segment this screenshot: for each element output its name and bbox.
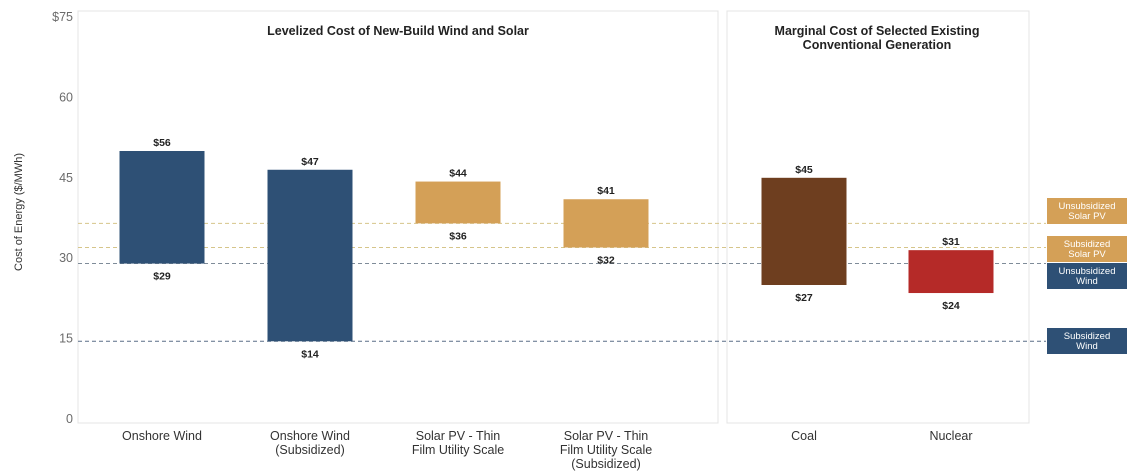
reference-label-box xyxy=(1047,236,1127,262)
y-tick-label: 0 xyxy=(66,412,73,426)
category-labels: Onshore Wind Onshore Wind(Subsidized)Sola… xyxy=(122,429,972,471)
bar xyxy=(908,250,994,294)
category-label: Nuclear xyxy=(929,429,972,443)
y-axis-label: Cost of Energy ($/MWh) xyxy=(13,153,25,271)
reference-label-box xyxy=(1047,328,1127,354)
category-label: Film Utility Scale xyxy=(412,443,504,457)
category-label: (Subsidized) xyxy=(275,443,344,457)
bar-low-label: $29 xyxy=(153,271,171,283)
category-label: Coal xyxy=(791,429,817,443)
bar xyxy=(563,199,649,248)
y-tick-label: 30 xyxy=(59,251,73,265)
bar-low-label: $24 xyxy=(942,300,960,312)
reference-label-box xyxy=(1047,263,1127,289)
bar-low-label: $27 xyxy=(795,292,813,304)
panel-title: Marginal Cost of Selected Existing xyxy=(775,24,980,38)
reference-label-box xyxy=(1047,198,1127,224)
panel-title: Levelized Cost of New-Build Wind and Sol… xyxy=(267,24,529,38)
category-label: Solar PV - Thin xyxy=(416,429,501,443)
bar-high-label: $47 xyxy=(301,156,319,168)
category-label: Solar PV - Thin xyxy=(564,429,649,443)
reference-label-text: Solar PV xyxy=(1068,249,1106,260)
y-tick-label: $75 xyxy=(52,10,73,24)
y-tick-label: 45 xyxy=(59,171,73,185)
reference-label-text: Wind xyxy=(1076,341,1098,352)
bar xyxy=(267,169,353,342)
bar-low-label: $14 xyxy=(301,348,319,360)
category-label: Onshore Wind xyxy=(122,429,202,443)
bar xyxy=(761,177,847,285)
reference-label-text: Subsidized xyxy=(1064,239,1110,250)
bar-high-label: $31 xyxy=(942,236,960,248)
bar xyxy=(119,151,205,264)
reference-label-text: Unsubsidized xyxy=(1058,266,1115,277)
panel-titles: Levelized Cost of New-Build Wind and Sol… xyxy=(267,24,979,52)
category-label: Onshore Wind xyxy=(270,429,350,443)
bar-high-label: $56 xyxy=(153,137,171,149)
y-tick-label: 15 xyxy=(59,332,73,346)
bar xyxy=(415,181,501,224)
y-tick-labels: 0 15 30 45 60 $75 xyxy=(52,10,73,426)
reference-label-text: Subsidized xyxy=(1064,331,1110,342)
reference-lines xyxy=(78,222,1046,342)
bar-high-label: $41 xyxy=(597,185,615,197)
y-tick-label: 60 xyxy=(59,90,73,104)
bar-high-label: $44 xyxy=(449,168,467,180)
category-label: Film Utility Scale xyxy=(560,443,652,457)
category-label: (Subsidized) xyxy=(571,457,640,471)
bars: $56 $29 $47 $14 $44 $36 $41 $32 $45 $27 $31 $24 xyxy=(119,137,994,360)
reference-label-text: Unsubsidized xyxy=(1058,201,1115,212)
bar-high-label: $45 xyxy=(795,164,813,176)
bar-low-label: $32 xyxy=(597,254,615,266)
reference-label-text: Solar PV xyxy=(1068,211,1106,222)
reference-label-text: Wind xyxy=(1076,276,1098,287)
panel-title: Conventional Generation xyxy=(803,38,952,52)
bar-low-label: $36 xyxy=(449,230,467,242)
